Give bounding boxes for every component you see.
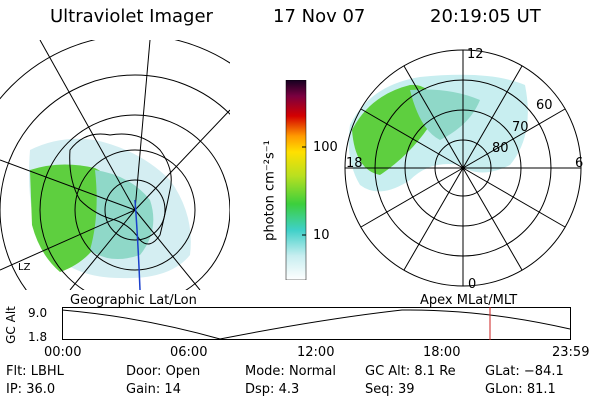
info-glat: GLat: −84.1 [485, 364, 564, 379]
info-gc-alt: GC Alt: 8.1 Re [365, 364, 456, 379]
info-flt: Flt: LBHL [6, 364, 64, 379]
altitude-xtick-1: 06:00 [170, 345, 208, 360]
altitude-ytick-min: 1.8 [28, 330, 48, 344]
terminator-line [134, 199, 141, 290]
info-mode: Mode: Normal [245, 364, 336, 379]
altitude-ylabel: GC Alt [3, 306, 18, 344]
time-label: 20:19:05 UT [430, 6, 541, 27]
altitude-ytick-max: 9.0 [28, 306, 48, 320]
mlt-label-6: 6 [575, 156, 584, 171]
colorbar [285, 80, 307, 280]
mlat-label-70: 70 [512, 120, 529, 135]
polar-plot [344, 49, 582, 287]
colorbar-tick-10: 10 [313, 228, 330, 243]
info-dsp: Dsp: 4.3 [245, 382, 300, 397]
info-glon: GLon: 81.1 [485, 382, 556, 397]
altitude-xtick-4: 23:59 [552, 345, 590, 360]
coastline [69, 133, 172, 245]
altitude-xtick-3: 18:00 [423, 345, 461, 360]
mlt-label-18: 18 [346, 156, 363, 171]
corner-mark: LZ [18, 262, 31, 273]
altitude-plot [62, 307, 571, 340]
altitude-xtick-0: 00:00 [44, 345, 82, 360]
altitude-xtick-2: 12:00 [297, 345, 335, 360]
instrument-title: Ultraviolet Imager [50, 6, 213, 27]
altitude-curve [62, 309, 571, 340]
colorbar-tick-100: 100 [313, 140, 338, 155]
mlat-label-60: 60 [536, 98, 553, 113]
mlat-label-80: 80 [492, 141, 509, 156]
mlt-label-0: 0 [468, 277, 477, 292]
info-gain: Gain: 14 [126, 382, 181, 397]
colorbar-unit-label: photon cm⁻²s⁻¹ [262, 140, 278, 241]
date-label: 17 Nov 07 [273, 6, 366, 27]
aurora-green-polar [352, 84, 433, 175]
geographic-map [0, 40, 230, 290]
info-ip: IP: 36.0 [6, 382, 56, 397]
geo-map-caption: Geographic Lat/Lon [70, 293, 197, 308]
info-seq: Seq: 39 [365, 382, 415, 397]
polar-plot-caption: Apex MLat/MLT [420, 293, 518, 308]
mlt-label-12: 12 [467, 47, 484, 62]
info-door: Door: Open [126, 364, 201, 379]
